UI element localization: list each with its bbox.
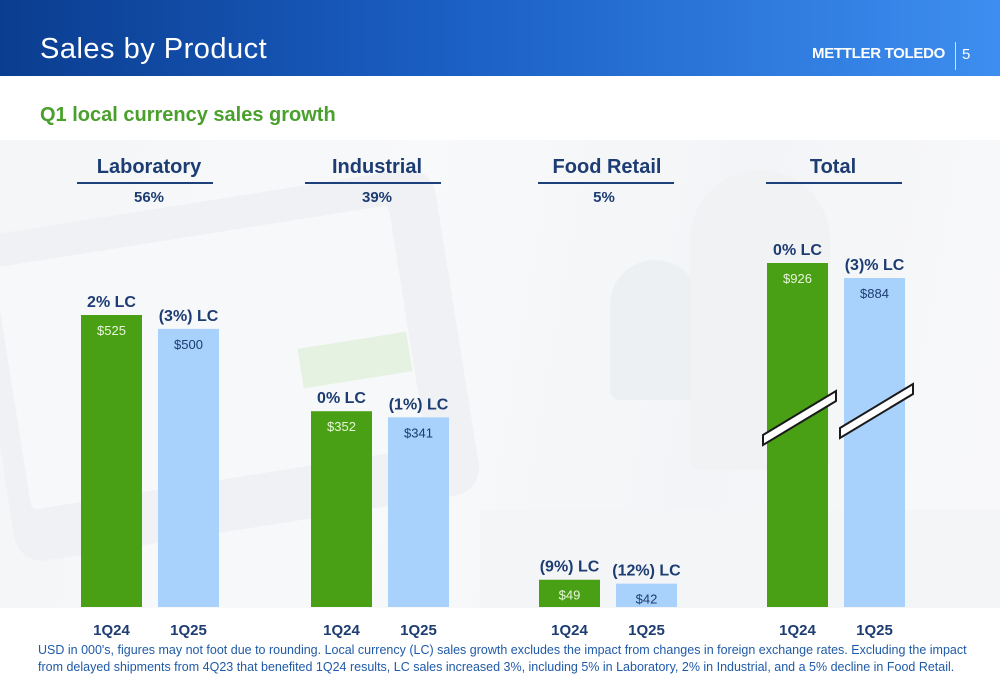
group-underline-food-retail bbox=[538, 182, 674, 184]
value-label-industrial-1q25: $341 bbox=[404, 425, 433, 440]
tick-label-total-1q24: 1Q24 bbox=[779, 622, 816, 639]
value-label-laboratory-1q24: $525 bbox=[97, 323, 126, 338]
growth-label-food-retail-1q25: (12%) LC bbox=[612, 563, 681, 580]
growth-label-industrial-1q24: 0% LC bbox=[317, 390, 366, 407]
tick-label-laboratory-1q24: 1Q24 bbox=[93, 622, 130, 639]
bar-laboratory-1q25 bbox=[158, 328, 219, 607]
tick-label-industrial-1q25: 1Q25 bbox=[400, 622, 437, 639]
brand-logo: METTLER TOLEDO bbox=[812, 45, 946, 62]
growth-label-total-1q25: (3)% LC bbox=[845, 257, 905, 274]
growth-label-industrial-1q25: (1%) LC bbox=[389, 396, 449, 413]
group-label-food-retail: Food Retail bbox=[552, 156, 662, 178]
group-share-industrial: 39% bbox=[361, 189, 393, 206]
group-label-total: Total bbox=[809, 156, 857, 178]
growth-label-laboratory-1q24: 2% LC bbox=[87, 294, 136, 311]
page-title: Sales by Product bbox=[40, 33, 268, 65]
group-label-industrial: Industrial bbox=[331, 156, 422, 178]
footnote: USD in 000's, figures may not foot due t… bbox=[38, 643, 967, 674]
growth-label-laboratory-1q25: (3%) LC bbox=[159, 308, 219, 325]
group-label-laboratory: Laboratory bbox=[96, 156, 202, 178]
group-underline-total bbox=[766, 182, 902, 184]
bar-food-retail-1q24 bbox=[539, 579, 600, 607]
growth-label-total-1q24: 0% LC bbox=[773, 242, 822, 259]
group-underline-laboratory bbox=[77, 182, 213, 184]
page-number: 5 bbox=[962, 46, 971, 63]
tick-label-total-1q25: 1Q25 bbox=[856, 622, 893, 639]
value-label-total-1q24: $926 bbox=[783, 271, 812, 286]
slide-subtitle: Q1 local currency sales growth bbox=[40, 104, 336, 126]
axis-break-mark-1q24 bbox=[762, 389, 837, 447]
bar-laboratory-1q24 bbox=[81, 315, 142, 607]
value-label-total-1q25: $884 bbox=[860, 286, 889, 301]
tick-label-food-retail-1q25: 1Q25 bbox=[628, 622, 665, 639]
tick-label-food-retail-1q24: 1Q24 bbox=[551, 622, 588, 639]
header-divider bbox=[955, 42, 956, 70]
photo-scientist-1 bbox=[610, 260, 700, 400]
tick-label-laboratory-1q25: 1Q25 bbox=[170, 622, 207, 639]
growth-label-food-retail-1q24: (9%) LC bbox=[540, 559, 600, 576]
bar-food-retail-1q25 bbox=[616, 583, 677, 607]
header-banner: Sales by Product METTLER TOLEDO 5 bbox=[0, 0, 1000, 76]
value-label-industrial-1q24: $352 bbox=[327, 419, 356, 434]
bar-industrial-1q24 bbox=[311, 411, 372, 607]
axis-break-mark-1q25 bbox=[839, 382, 914, 440]
bar-industrial-1q25 bbox=[388, 417, 449, 607]
value-label-food-retail-1q25: $42 bbox=[636, 592, 658, 607]
bar-total-1q25 bbox=[844, 278, 905, 607]
value-label-laboratory-1q25: $500 bbox=[174, 337, 203, 352]
tick-label-industrial-1q24: 1Q24 bbox=[323, 622, 360, 639]
group-share-laboratory: 56% bbox=[133, 189, 165, 206]
background-photo bbox=[0, 140, 1000, 608]
group-share-food-retail: 5% bbox=[593, 189, 615, 206]
group-underline-industrial bbox=[305, 182, 441, 184]
value-label-food-retail-1q24: $49 bbox=[559, 588, 581, 603]
